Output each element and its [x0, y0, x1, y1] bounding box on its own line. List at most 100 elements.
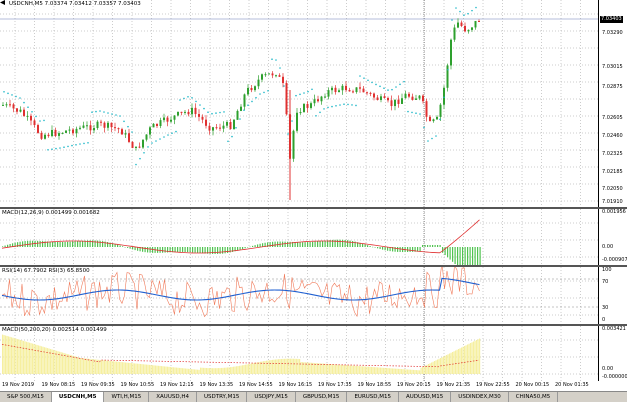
- chart-tab[interactable]: USDTRY,M15: [197, 392, 248, 402]
- chart-tab[interactable]: GBPUSD,M15: [296, 392, 348, 402]
- macd-long-histogram-bar: [21, 340, 23, 374]
- macd-long-histogram-bar: [407, 369, 409, 374]
- macd-histogram-bar: [207, 247, 209, 254]
- price-chart-pane[interactable]: USDCNH,M5 7.03374 7.03412 7.03357 7.0340…: [0, 0, 598, 207]
- chart-tab[interactable]: WTI,H,M15: [104, 392, 150, 402]
- macd-long-histogram-bar: [141, 364, 143, 374]
- macd-long-histogram-bar: [339, 364, 341, 374]
- candle-body: [82, 125, 85, 128]
- macd-long-histogram-bar: [281, 358, 283, 374]
- candle-body: [422, 95, 424, 102]
- candle-body: [243, 94, 246, 107]
- candle-body: [247, 87, 249, 95]
- macd-long-histogram-bar: [212, 368, 214, 374]
- macd-histogram-bar: [127, 247, 129, 248]
- macd-histogram-bar: [237, 247, 239, 251]
- sar-dot: [443, 96, 445, 99]
- macd-long-histogram-bar: [128, 362, 130, 374]
- sar-dot: [147, 146, 149, 148]
- macd-histogram-bar: [257, 244, 259, 247]
- price-chart-canvas[interactable]: [0, 0, 598, 207]
- scale-tick-label: 7.02605: [602, 115, 623, 121]
- macd-long-histogram-bar: [243, 364, 245, 374]
- sar-dot: [267, 90, 269, 92]
- macd-histogram-bar: [224, 247, 226, 254]
- candle-body: [457, 22, 459, 28]
- macd-histogram-bar: [394, 247, 396, 252]
- chart-tab[interactable]: AUDUSD,M15: [399, 392, 452, 402]
- macd-pane[interactable]: MACD(12,26,9) 0.001499 0.001682: [0, 209, 598, 265]
- chart-tab[interactable]: USDINDEX,M30: [451, 392, 509, 402]
- macd-histogram-bar: [452, 247, 454, 262]
- candle-body: [215, 127, 218, 129]
- candle-body: [369, 92, 372, 94]
- macd-histogram-bar: [217, 247, 219, 254]
- sar-dot: [435, 135, 437, 137]
- macd-long-histogram-bar: [458, 349, 460, 374]
- macd-histogram-bar: [422, 245, 424, 247]
- candle-body: [65, 130, 67, 133]
- macd-histogram-bar: [314, 241, 316, 247]
- macd-long-histogram-bar: [236, 366, 238, 374]
- macd-long-histogram-bar: [78, 357, 80, 374]
- chart-menu-icon[interactable]: [0, 0, 5, 5]
- candle-body: [404, 93, 407, 99]
- macd-long-histogram-bar: [168, 366, 170, 374]
- sar-dot: [19, 97, 21, 99]
- macd-long-histogram-bar: [218, 368, 220, 374]
- macd-long-histogram-bar: [390, 368, 392, 374]
- macd-histogram-bar: [117, 244, 119, 247]
- candle-body: [397, 99, 400, 104]
- sar-dot: [299, 93, 301, 96]
- macd-long-histogram-bar: [297, 358, 299, 374]
- candle-body: [33, 120, 36, 126]
- macd-long-histogram-bar: [345, 365, 347, 374]
- macd-histogram-bar: [479, 247, 481, 265]
- rsi-pane[interactable]: RSI(14) 67.7902 RSI(3) 65.8500: [0, 267, 598, 324]
- macd-long-histogram-bar: [411, 369, 413, 374]
- chart-tab[interactable]: EURUSD,M15: [347, 392, 400, 402]
- macd-histogram-bar: [384, 247, 386, 251]
- sar-dot: [403, 80, 405, 83]
- macd-long-histogram-bar: [396, 368, 398, 374]
- macd-histogram-bar: [97, 240, 99, 247]
- sar-dot: [227, 140, 229, 143]
- candle-body: [376, 97, 379, 100]
- chart-tab[interactable]: S&P 500,M15: [0, 392, 52, 402]
- macd-histogram-bar: [167, 247, 169, 253]
- macd-long-histogram-bar: [33, 344, 35, 374]
- sar-dot: [7, 92, 9, 95]
- sar-dot: [275, 59, 277, 61]
- time-axis-label: 19 Nov 2019: [2, 382, 35, 388]
- macd-long-pane[interactable]: MACD(50,200,20) 0.002514 0.001499: [0, 326, 598, 381]
- macd-histogram-bar: [192, 247, 194, 253]
- chart-tab[interactable]: USDCNH,M5: [51, 392, 105, 402]
- chart-tab[interactable]: USDJPY,M15: [247, 392, 296, 402]
- macd-histogram-bar: [429, 245, 431, 247]
- macd-long-histogram-bar: [326, 363, 328, 374]
- macd-long-histogram-bar: [66, 353, 68, 374]
- macd-long-histogram-bar: [464, 346, 466, 374]
- candle-body: [201, 116, 204, 120]
- pane-divider[interactable]: [0, 265, 627, 267]
- pane-divider[interactable]: [0, 324, 627, 326]
- sar-dot: [243, 109, 245, 111]
- chart-tab[interactable]: XAUUSD,H4: [149, 392, 197, 402]
- macd-long-histogram-bar: [362, 366, 364, 374]
- pane-divider[interactable]: [0, 207, 627, 209]
- macd-histogram-bar: [467, 247, 469, 265]
- macd-long-histogram-bar: [249, 363, 251, 374]
- macd-long-histogram-bar: [240, 365, 242, 374]
- candle-body: [453, 27, 456, 40]
- macd-long-histogram-bar: [264, 360, 266, 374]
- chart-tab[interactable]: CHINA50,M5: [509, 392, 559, 402]
- macd-histogram-bar: [359, 242, 361, 247]
- macd-long-histogram-bar: [38, 345, 40, 374]
- macd-long-histogram-bar: [48, 348, 50, 374]
- macd-long-histogram-bar: [452, 352, 454, 374]
- macd-histogram-bar: [269, 242, 271, 247]
- macd-histogram-bar: [379, 247, 381, 250]
- time-axis-label: 19 Nov 09:35: [81, 382, 115, 388]
- macd-histogram-bar: [92, 240, 94, 247]
- candle-body: [121, 129, 123, 135]
